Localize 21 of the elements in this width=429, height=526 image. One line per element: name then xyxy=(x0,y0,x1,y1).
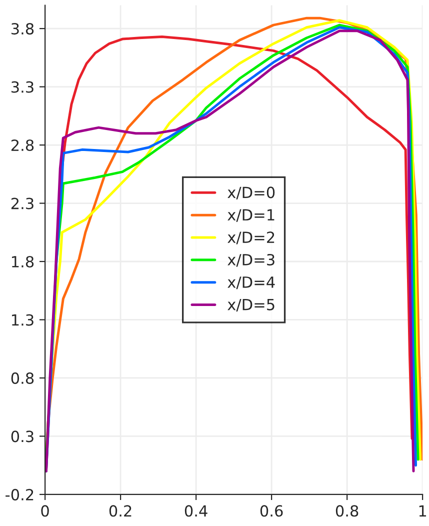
legend-label: x/D=0 xyxy=(228,186,275,200)
y-tick-label: 1.3 xyxy=(12,314,34,326)
x-tick-label: 0.4 xyxy=(184,505,208,517)
legend-label: x/D=2 xyxy=(228,232,274,244)
y-tick-label: 0.8 xyxy=(11,372,34,384)
y-tick-label: 2.3 xyxy=(11,198,34,210)
y-tick-label: 1.8 xyxy=(12,256,34,268)
x-tick-label: 0.6 xyxy=(260,505,283,517)
legend-label: x/D=5 xyxy=(228,298,274,312)
legend-label: x/D=4 xyxy=(228,276,275,290)
x-tick-label: 0.8 xyxy=(336,505,358,517)
legend-label: x/D=1 xyxy=(228,209,274,222)
legend-label: x/D=3 xyxy=(228,254,274,267)
y-tick-label: 3.8 xyxy=(11,23,34,35)
y-tick-label: 0.3 xyxy=(11,430,34,442)
y-tick-label: -0.2 xyxy=(6,488,34,500)
x-tick-label: 1 xyxy=(419,505,426,516)
y-tick-label: 3.3 xyxy=(11,81,34,93)
y-tick-label: 2.8 xyxy=(11,139,34,152)
x-tick-label: 0 xyxy=(41,505,49,517)
x-tick-label: 0.2 xyxy=(109,505,132,517)
